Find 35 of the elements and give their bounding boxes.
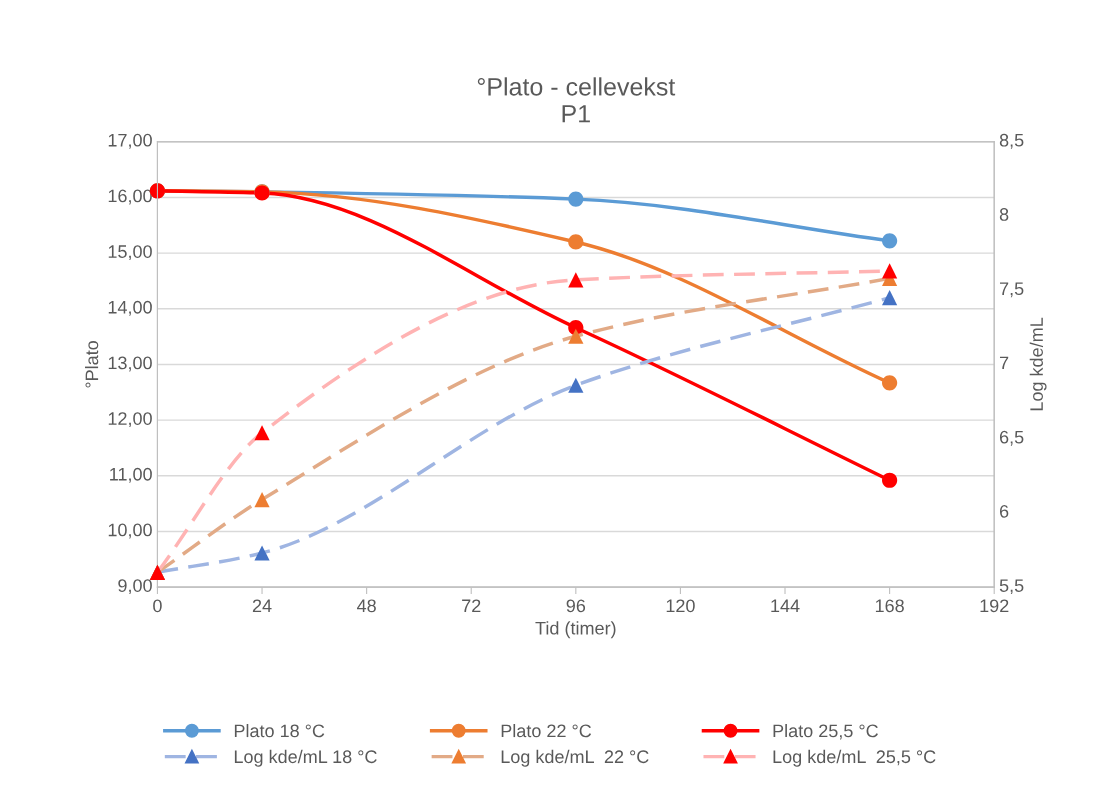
x-tick-label: 48 [357, 599, 376, 613]
x-tick-label: 96 [566, 599, 586, 613]
y-axis-title: °Plato [85, 341, 99, 388]
legend-label: Plato 25,5 °C [773, 724, 878, 740]
y-tick-label: 16,00 [108, 189, 152, 205]
y2-tick-label: 7 [999, 356, 1009, 370]
y2-tick-label: 8,5 [999, 133, 1024, 149]
y2-tick-label: 6,5 [999, 430, 1024, 446]
x-tick-label: 168 [875, 599, 904, 613]
x-tick-label: 0 [153, 599, 162, 613]
legend-label: Log kde/mL 25,5 °C [773, 749, 936, 767]
legend-label: Plato 18 °C [234, 724, 325, 738]
x-tick-label: 144 [771, 599, 800, 613]
y-tick-label: 14,00 [108, 300, 152, 316]
y2-axis-title: Log kde/mL [1029, 317, 1047, 411]
legend-label: Log kde/mL 22 °C [501, 749, 649, 767]
chart-title: °Plato - cellevekst P1 [477, 77, 676, 123]
y-tick-label: 17,00 [108, 133, 152, 149]
legend-label: Log kde/mL 18 °C [234, 749, 377, 767]
y-tick-label: 9,00 [118, 579, 152, 595]
y-tick-label: 10,00 [108, 523, 152, 539]
y-tick-label: 13,00 [108, 356, 152, 372]
y2-tick-label: 7,5 [999, 282, 1024, 298]
y2-tick-label: 6 [999, 504, 1009, 518]
legend-label: Plato 22 °C [501, 724, 592, 738]
x-tick-label: 24 [252, 599, 272, 613]
y2-tick-label: 8 [999, 208, 1009, 221]
x-tick-label: 192 [980, 599, 1009, 613]
y-tick-label: 15,00 [108, 245, 152, 261]
x-tick-label: 120 [666, 599, 695, 613]
x-axis-title: Tid (timer) [535, 621, 616, 639]
y-tick-label: 11,00 [110, 467, 152, 483]
y2-tick-label: 5,5 [999, 579, 1024, 595]
y-tick-label: 12,00 [108, 412, 152, 428]
x-tick-label: 72 [462, 599, 481, 613]
